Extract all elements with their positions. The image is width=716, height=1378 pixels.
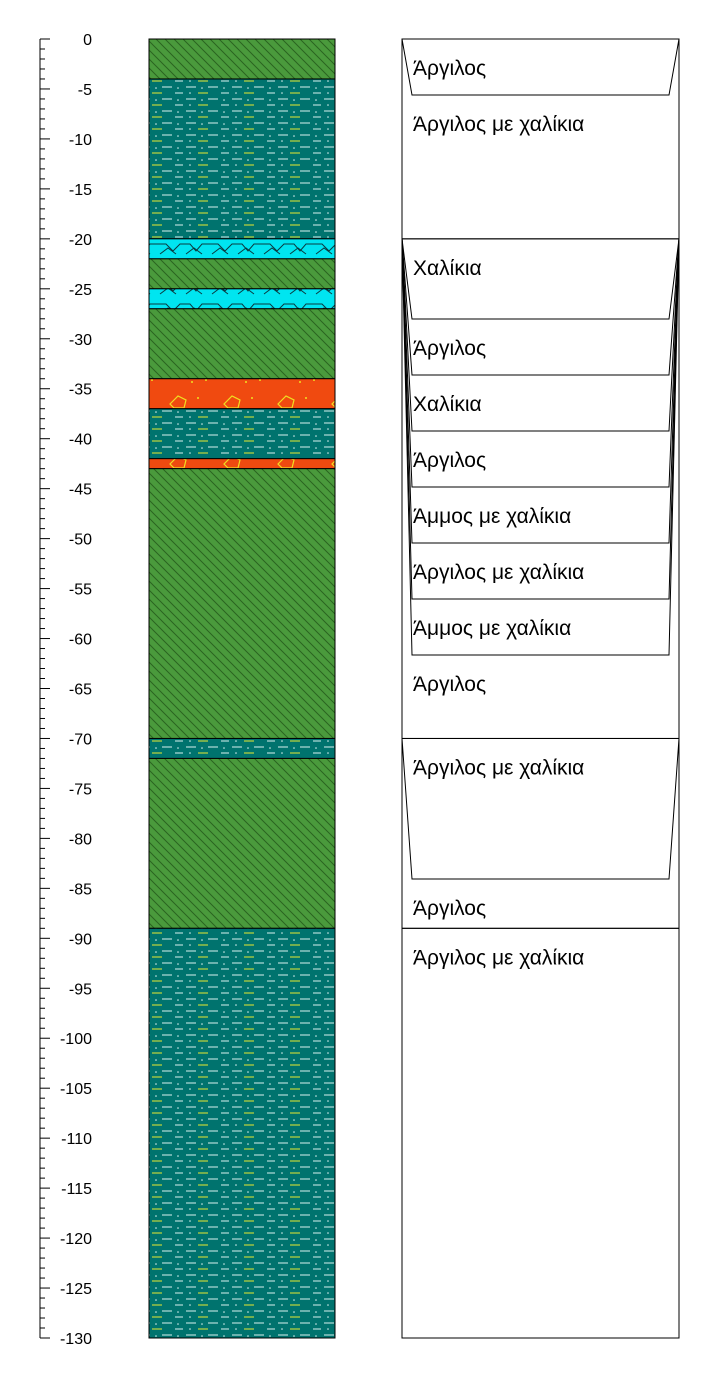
depth-tick-label: -10 <box>69 132 92 149</box>
depth-tick-label: -120 <box>60 1231 92 1248</box>
depth-tick-label: -85 <box>69 881 92 898</box>
layer-description: Άργιλος <box>413 897 486 920</box>
description-column: Άργιλος Άργιλος με χαλίκια Χαλίκια Άργιλος Χ… <box>401 38 680 1339</box>
layer-description: Άργιλος <box>413 449 486 472</box>
layer-description: Άργιλος με χαλίκια <box>413 561 584 584</box>
description-group-box <box>401 238 680 739</box>
layer-description: Άργιλος <box>413 57 486 80</box>
layer-clay <box>148 757 336 929</box>
depth-tick-label: -45 <box>69 482 92 499</box>
layer-clay <box>148 308 336 380</box>
depth-tick-label: -130 <box>60 1331 92 1348</box>
layer-gravel <box>148 238 336 260</box>
depth-tick-label: 0 <box>83 32 92 49</box>
layer-clay <box>148 258 336 290</box>
depth-tick-label: -125 <box>60 1281 92 1298</box>
layer-gravel <box>148 288 336 310</box>
lithology-column <box>148 38 336 1339</box>
layer-clay-gravel <box>148 927 336 1339</box>
depth-tick-label: -15 <box>69 182 92 199</box>
depth-tick-label: -80 <box>69 831 92 848</box>
depth-tick-label: -75 <box>69 781 92 798</box>
layer-description: Άργιλος με χαλίκια <box>413 946 584 969</box>
layer-sand-gravel <box>148 458 336 470</box>
depth-tick-label: -95 <box>69 981 92 998</box>
layer-description: Άργιλος <box>413 337 486 360</box>
layer-description: Άργιλος με χαλίκια <box>413 756 584 779</box>
layer-clay-gravel <box>148 78 336 240</box>
depth-tick-label: -60 <box>69 632 92 649</box>
depth-tick-label: -50 <box>69 532 92 549</box>
depth-tick-label: -40 <box>69 432 92 449</box>
depth-axis: 0 -5 -10 -15 -20 -25 -30 -35 -40 -45 -50 -55 -60 -65 -… <box>39 32 92 1348</box>
layer-description: Άμμος με χαλίκια <box>413 617 571 640</box>
layer-sand-gravel <box>148 378 336 410</box>
depth-tick-label: -110 <box>61 1131 92 1148</box>
layer-clay-gravel <box>148 408 336 460</box>
depth-tick-label: -25 <box>69 282 92 299</box>
depth-tick-label: -90 <box>69 931 92 948</box>
description-divider <box>401 238 680 544</box>
layer-description: Χαλίκια <box>413 257 482 280</box>
depth-tick-label: -30 <box>69 332 92 349</box>
layer-clay <box>148 38 336 80</box>
depth-tick-label: -55 <box>69 582 92 599</box>
description-divider <box>401 238 680 376</box>
depth-tick-label: -70 <box>69 731 92 748</box>
description-divider <box>401 238 680 656</box>
description-divider <box>401 38 680 96</box>
depth-tick-label: -115 <box>61 1181 92 1198</box>
depth-tick-label: -35 <box>69 382 92 399</box>
description-divider <box>401 238 680 488</box>
depth-tick-label: -5 <box>78 82 92 99</box>
layer-description: Άμμος με χαλίκια <box>413 505 571 528</box>
description-divider <box>401 738 680 880</box>
description-divider <box>401 238 680 432</box>
depth-tick-label: -105 <box>60 1081 92 1098</box>
description-divider <box>401 238 680 320</box>
layer-description: Χαλίκια <box>413 393 482 416</box>
layer-clay-gravel <box>148 737 336 759</box>
layer-clay <box>148 468 336 739</box>
layer-description: Άργιλος με χαλίκια <box>413 113 584 136</box>
depth-tick-label: -65 <box>69 682 92 699</box>
layer-description: Άργιλος <box>413 673 486 696</box>
description-group-box <box>401 927 680 1339</box>
description-divider <box>401 238 680 600</box>
depth-tick-label: -100 <box>60 1031 92 1048</box>
depth-tick-label: -20 <box>69 232 92 249</box>
